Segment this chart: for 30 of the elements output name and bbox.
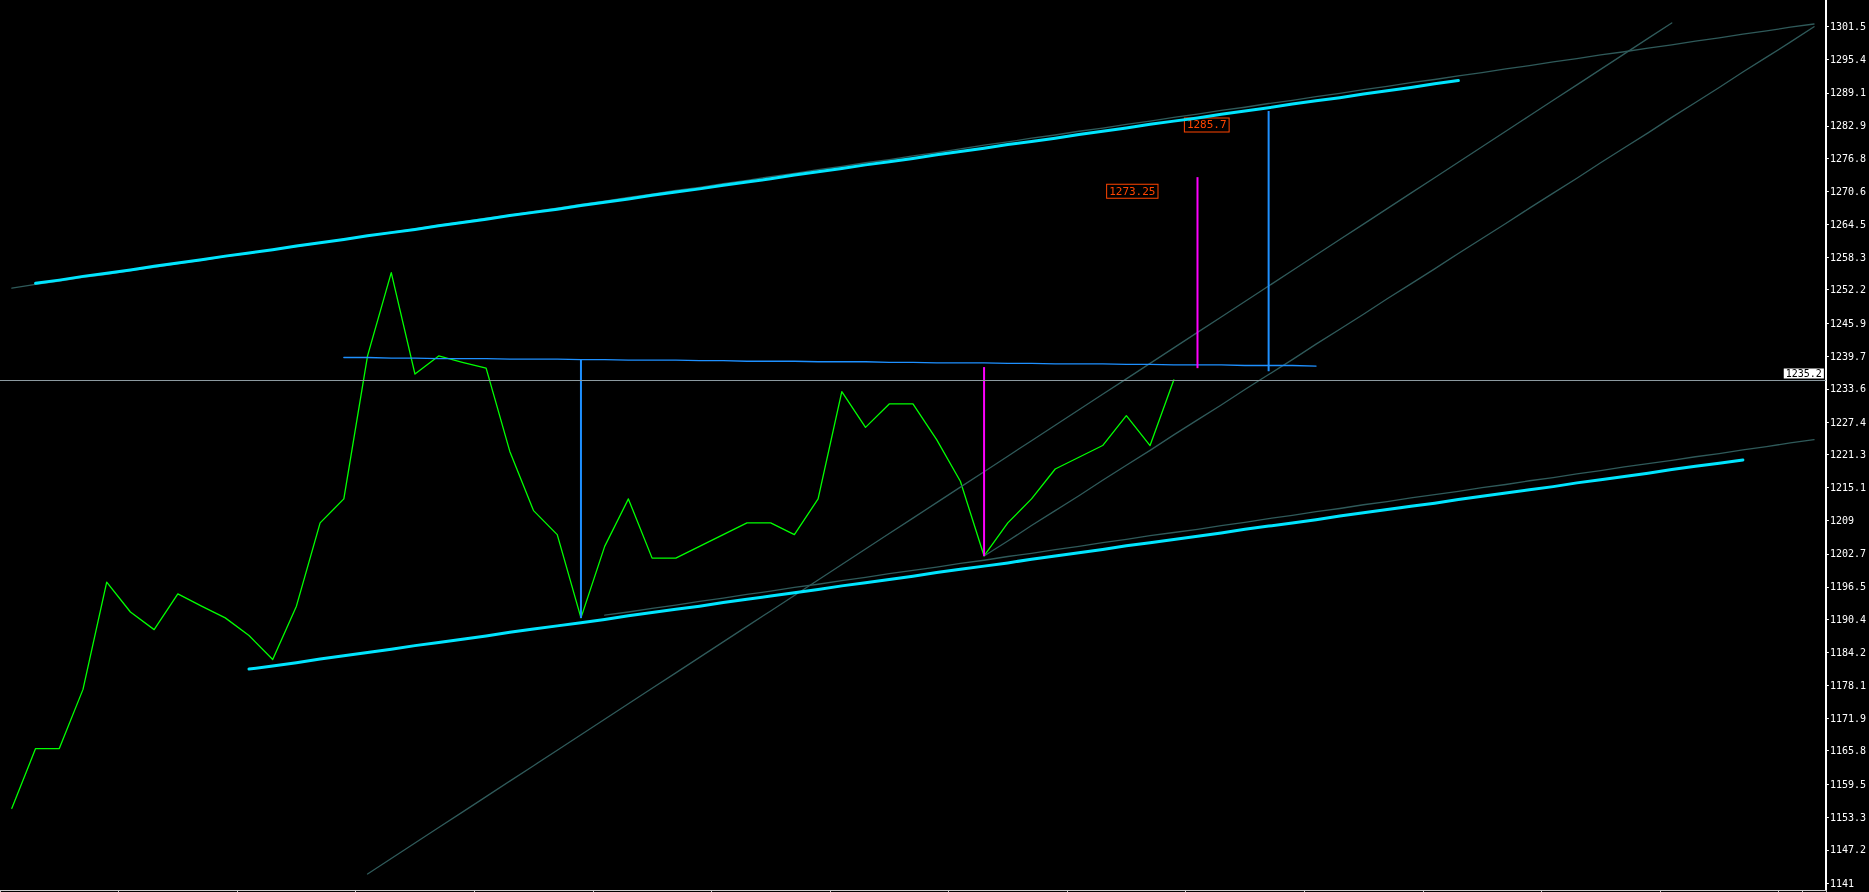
y-tick-label: 1165.8 bbox=[1829, 745, 1866, 757]
y-tick-label: 1264.5 bbox=[1829, 218, 1866, 230]
y-tick-label: 1171.9 bbox=[1829, 712, 1866, 724]
ref-line-label: 1235.2 bbox=[1785, 367, 1822, 379]
y-tick-label: 1141 bbox=[1829, 877, 1854, 889]
y-tick-label: 1159.5 bbox=[1829, 778, 1866, 790]
annotation: 1273.25 bbox=[1109, 184, 1156, 198]
y-tick-label: 1270.6 bbox=[1829, 186, 1866, 198]
y-tick-label: 1258.3 bbox=[1829, 251, 1866, 263]
y-tick-label: 1147.2 bbox=[1829, 844, 1866, 856]
y-tick-label: 1227.4 bbox=[1829, 416, 1866, 428]
y-tick-label: 1178.1 bbox=[1829, 679, 1866, 691]
y-tick-label: 1245.9 bbox=[1829, 317, 1866, 329]
y-tick-label: 1282.9 bbox=[1829, 120, 1866, 132]
y-tick-label: 1276.8 bbox=[1829, 152, 1866, 164]
y-tick-label: 1209 bbox=[1829, 514, 1854, 526]
y-tick-label: 1301.5 bbox=[1829, 21, 1866, 33]
y-tick-label: 1239.7 bbox=[1829, 350, 1866, 362]
y-tick-label: 1184.2 bbox=[1829, 647, 1866, 659]
y-tick-label: 1196.5 bbox=[1829, 581, 1866, 593]
y-tick-label: 1233.6 bbox=[1829, 383, 1866, 395]
y-tick-label: 1295.4 bbox=[1829, 53, 1866, 65]
y-tick-label: 1153.3 bbox=[1829, 811, 1866, 823]
y-tick-label: 1221.3 bbox=[1829, 449, 1866, 461]
y-tick-label: 1215.1 bbox=[1829, 482, 1866, 494]
y-tick-label: 1289.1 bbox=[1829, 87, 1866, 99]
y-tick-label: 1202.7 bbox=[1829, 548, 1866, 560]
y-tick-label: 1252.2 bbox=[1829, 284, 1866, 296]
annotation: 1285.7 bbox=[1186, 118, 1227, 132]
y-tick-label: 1190.4 bbox=[1829, 613, 1866, 625]
